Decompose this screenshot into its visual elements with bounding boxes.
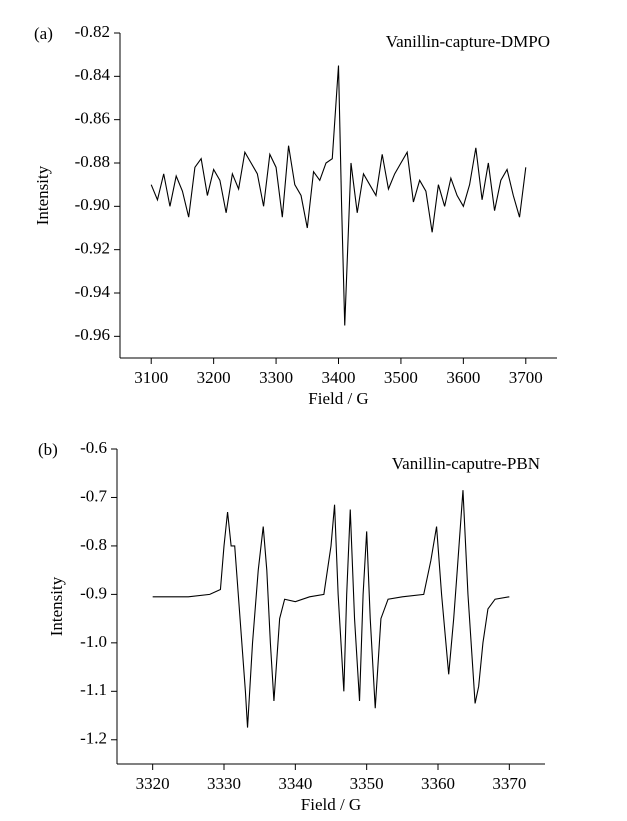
x-tick-label: 3600 [446, 368, 480, 387]
y-tick-label: -1.0 [80, 632, 107, 651]
x-tick-label: 3320 [136, 774, 170, 793]
x-tick-label: 3700 [509, 368, 543, 387]
x-tick-label: 3500 [384, 368, 418, 387]
x-tick-label: 3360 [421, 774, 455, 793]
y-tick-label: -0.8 [80, 535, 107, 554]
x-tick-label: 3200 [197, 368, 231, 387]
y-axis-label: Intensity [47, 576, 66, 636]
y-tick-label: -0.9 [80, 583, 107, 602]
panel-label: (b) [38, 440, 58, 459]
annotation: Vanillin-capture-DMPO [386, 32, 550, 51]
x-tick-label: 3340 [278, 774, 312, 793]
y-tick-label: -0.6 [80, 438, 107, 457]
y-tick-label: -1.2 [80, 729, 107, 748]
y-tick-label: -1.1 [80, 680, 107, 699]
y-tick-label: -0.92 [75, 239, 110, 258]
x-tick-label: 3350 [350, 774, 384, 793]
annotation: Vanillin-caputre-PBN [392, 454, 540, 473]
x-axis-label: Field / G [301, 795, 361, 814]
y-tick-label: -0.90 [75, 195, 110, 214]
x-tick-label: 3330 [207, 774, 241, 793]
x-axis-label: Field / G [308, 389, 368, 408]
y-axis-label: Intensity [33, 165, 52, 225]
y-tick-label: -0.86 [75, 109, 110, 128]
y-tick-label: -0.94 [75, 282, 111, 301]
y-tick-label: -0.7 [80, 486, 107, 505]
x-tick-label: 3400 [322, 368, 356, 387]
y-tick-label: -0.96 [75, 325, 110, 344]
x-tick-label: 3370 [492, 774, 526, 793]
y-tick-label: -0.82 [75, 22, 110, 41]
x-tick-label: 3300 [259, 368, 293, 387]
y-tick-label: -0.84 [75, 65, 111, 84]
panel-label: (a) [34, 24, 53, 43]
x-tick-label: 3100 [134, 368, 168, 387]
spectrum-line [150, 65, 527, 326]
y-tick-label: -0.88 [75, 152, 110, 171]
spectrum-line [152, 490, 510, 728]
